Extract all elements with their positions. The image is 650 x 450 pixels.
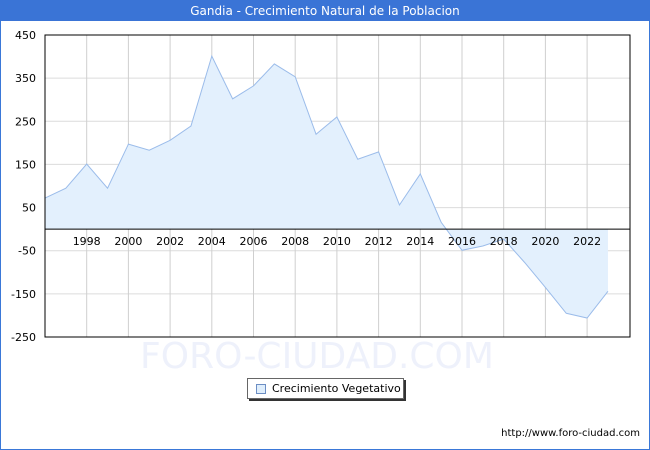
legend-label: Crecimiento Vegetativo <box>272 382 401 395</box>
x-tick-label: 2016 <box>448 235 476 248</box>
y-tick-label: 150 <box>15 158 36 171</box>
x-tick-label: 2004 <box>198 235 226 248</box>
source-url: http://www.foro-ciudad.com <box>501 428 640 439</box>
x-tick-label: 1998 <box>73 235 101 248</box>
x-axis-labels: 1998 2000 2002 2004 2006 2008 2010 2012 2014 2016… <box>73 235 601 248</box>
y-tick-label: -150 <box>11 288 36 301</box>
x-tick-label: 2012 <box>365 235 393 248</box>
y-tick-label: -50 <box>18 245 36 258</box>
x-tick-label: 2008 <box>281 235 309 248</box>
x-tick-label: 2020 <box>531 235 559 248</box>
chart-title: Gandia - Crecimiento Natural de la Pobla… <box>0 0 650 21</box>
x-tick-label: 2000 <box>114 235 142 248</box>
y-axis-labels: 450 350 250 150 50 -50 -150 -250 <box>11 29 36 344</box>
y-tick-label: 350 <box>15 72 36 85</box>
series-line <box>44 54 609 319</box>
y-tick-label: 450 <box>15 29 36 42</box>
watermark: FORO-CIUDAD.COM <box>140 336 494 377</box>
x-tick-label: 2006 <box>240 235 268 248</box>
y-tick-label: 250 <box>15 115 36 128</box>
legend: Crecimiento Vegetativo <box>247 378 404 399</box>
axes <box>44 34 631 338</box>
y-tick-label: 50 <box>22 202 36 215</box>
area-fill <box>45 56 608 319</box>
x-tick-label: 2002 <box>156 235 184 248</box>
legend-swatch-icon <box>256 384 266 394</box>
x-tick-label: 2018 <box>490 235 518 248</box>
x-tick-label: 2010 <box>323 235 351 248</box>
x-tick-label: 2022 <box>573 235 601 248</box>
y-tick-label: -250 <box>11 331 36 344</box>
x-tick-label: 2014 <box>406 235 434 248</box>
